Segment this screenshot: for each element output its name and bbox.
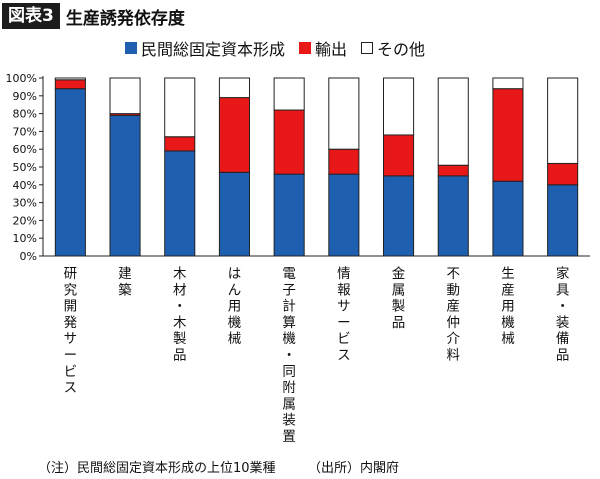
y-tick-label: 100% [6, 72, 37, 85]
chart-legend: 民間総固定資本形成 輸出 その他 [125, 36, 439, 60]
bar-segment-other [547, 77, 579, 164]
bar-segment-export [492, 88, 524, 182]
bar-segment-other [437, 77, 469, 166]
legend-swatch-export [299, 42, 312, 54]
footnote: （注）民間総固定資本形成の上位10業種 （出所）内閣府 [38, 461, 400, 476]
bar-segment-export [218, 97, 250, 173]
y-tick-label: 0% [20, 250, 37, 263]
legend-item-export: 輸出 [299, 36, 347, 60]
x-category-label: 建築 [118, 266, 132, 298]
bar-segment-other [109, 77, 141, 115]
y-tick-label: 90% [13, 90, 37, 103]
chart-title: 生産誘発依存度 [65, 8, 185, 29]
bar-segment-export [328, 148, 360, 175]
bar-segment-investment [273, 173, 305, 257]
bar-segment-other [164, 77, 196, 138]
bar-segment-export [547, 162, 579, 186]
x-category-label: 不動産仲介料 [447, 266, 461, 364]
x-category-label: 情報サービス [337, 266, 351, 364]
y-tick-label: 30% [13, 197, 37, 210]
bar-segment-investment [328, 173, 360, 257]
legend-label-other: その他 [377, 40, 426, 59]
legend-label-investment: 民間総固定資本形成 [141, 40, 286, 59]
bar-segment-investment [437, 175, 469, 257]
legend-item-other: その他 [361, 36, 425, 60]
x-category-label: 金属製品 [392, 266, 406, 331]
x-category-label: 研究開発サービス [64, 266, 78, 396]
legend-item-investment: 民間総固定資本形成 [125, 36, 285, 60]
bar-segment-investment [492, 180, 524, 257]
bar-segment-export [437, 164, 469, 177]
bar-segment-export [54, 79, 86, 90]
y-tick-label: 70% [13, 125, 37, 138]
bar-segment-other [383, 77, 415, 136]
bar-segment-investment [547, 184, 579, 257]
bar-segment-other [54, 77, 86, 81]
bar-segment-export [164, 136, 196, 152]
x-category-label: 家具・装備品 [556, 265, 570, 364]
y-tick-label: 50% [13, 161, 37, 174]
bar-segment-investment [164, 150, 196, 257]
figure-title: 図表3 生産誘発依存度 [2, 2, 185, 30]
legend-swatch-other [361, 42, 374, 54]
bar-segment-other [273, 77, 305, 111]
y-tick-label: 40% [13, 179, 37, 192]
x-category-label: 電子計算機・同附属装置 [282, 266, 296, 445]
bar-segment-export [273, 109, 305, 175]
y-tick-label: 20% [13, 214, 37, 227]
x-category-label: 木材・木製品 [173, 266, 187, 364]
x-category-label: 生産用機械 [501, 266, 515, 347]
y-tick-label: 10% [13, 232, 37, 245]
bar-segment-other [492, 77, 524, 90]
bar-segment-export [383, 134, 415, 177]
legend-swatch-investment [125, 42, 137, 54]
legend-label-export: 輸出 [315, 40, 348, 59]
figure-tag: 図表3 [2, 3, 60, 29]
bar-segment-investment [383, 175, 415, 257]
bar-segment-investment [218, 171, 250, 257]
bar-segment-other [218, 77, 250, 99]
y-tick-label: 80% [13, 108, 37, 121]
bar-segment-investment [54, 88, 86, 257]
bar-segment-investment [109, 114, 141, 257]
bar-segment-other [328, 77, 360, 150]
y-tick-label: 60% [13, 143, 37, 156]
x-category-label: はん用機械 [228, 266, 242, 347]
